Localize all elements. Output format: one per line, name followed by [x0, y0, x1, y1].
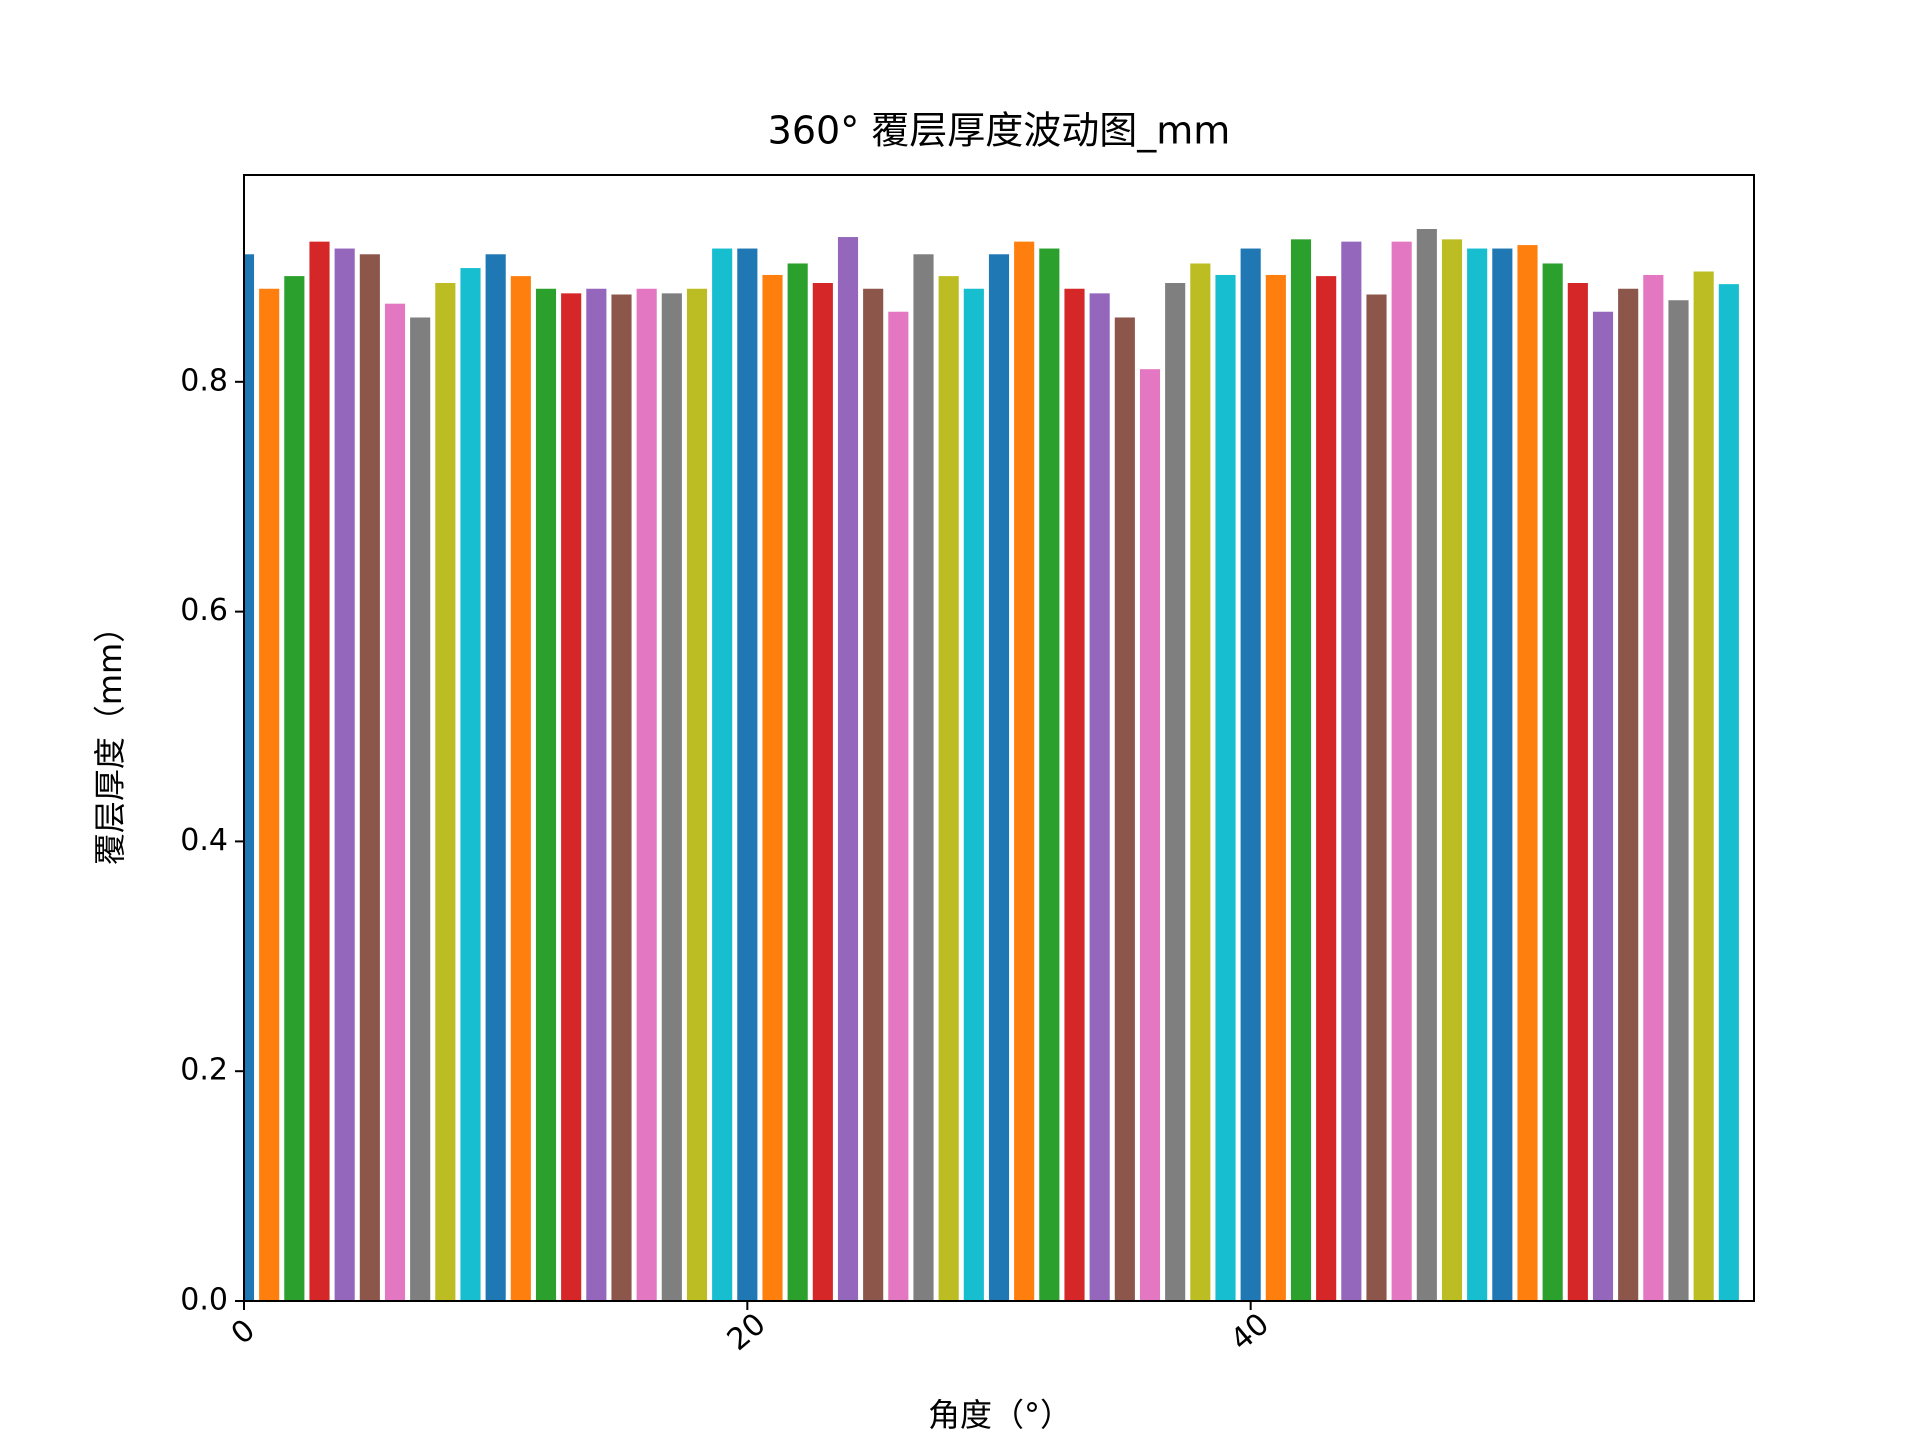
bars — [244, 229, 1739, 1301]
bar — [1467, 248, 1488, 1301]
bar — [1039, 248, 1060, 1301]
plot-frame — [243, 174, 1755, 1302]
y-tick-label: 0.6 — [180, 593, 228, 628]
bar — [1265, 274, 1286, 1301]
bar — [561, 293, 582, 1301]
bar — [1567, 283, 1588, 1301]
bar — [963, 288, 984, 1301]
bar — [762, 274, 783, 1301]
bar — [1190, 263, 1211, 1301]
bar — [1618, 288, 1639, 1301]
bar — [1718, 284, 1739, 1301]
bar — [1316, 276, 1337, 1301]
bar — [435, 283, 456, 1301]
bar — [1492, 248, 1513, 1301]
bar — [686, 288, 708, 1301]
bar — [812, 283, 833, 1301]
bar — [712, 248, 733, 1301]
bar — [1592, 311, 1614, 1301]
bar — [1668, 300, 1689, 1301]
y-tick-label: 0.2 — [180, 1053, 228, 1088]
bar — [837, 237, 859, 1301]
bar — [1139, 369, 1161, 1301]
bar — [510, 276, 531, 1301]
bar — [334, 248, 355, 1301]
bar — [888, 311, 909, 1301]
bar — [384, 303, 406, 1301]
bar — [535, 288, 557, 1301]
bar — [1391, 241, 1412, 1301]
bar — [1341, 241, 1362, 1301]
bar — [309, 241, 330, 1301]
bar — [359, 254, 380, 1301]
bar — [1643, 274, 1664, 1301]
bar — [1240, 248, 1261, 1301]
bar — [410, 317, 431, 1301]
bar — [1416, 229, 1437, 1301]
bar — [1165, 283, 1186, 1301]
bar — [284, 276, 305, 1301]
bar — [1517, 245, 1538, 1301]
bar — [244, 254, 255, 1301]
bar — [737, 248, 758, 1301]
bar — [787, 263, 808, 1301]
y-tick-label: 0.8 — [180, 363, 228, 398]
bar — [485, 254, 506, 1301]
y-tick-label: 0.0 — [180, 1283, 228, 1318]
bar — [1114, 317, 1135, 1301]
x-tick-label: 0 — [225, 1313, 262, 1352]
bar — [259, 288, 280, 1301]
bar — [586, 288, 607, 1301]
bar — [1014, 241, 1035, 1301]
bar — [1089, 293, 1110, 1301]
bar — [1064, 288, 1085, 1301]
bar — [1215, 274, 1236, 1301]
bar — [1441, 239, 1463, 1301]
x-tick-label: 40 — [1224, 1307, 1276, 1358]
x-tick-label: 20 — [721, 1307, 773, 1358]
bar — [1542, 263, 1563, 1301]
bar — [913, 254, 934, 1301]
bar — [988, 254, 1010, 1301]
y-tick-label: 0.4 — [180, 823, 228, 858]
bar — [938, 276, 959, 1301]
bar — [611, 294, 632, 1301]
bar — [1693, 271, 1714, 1301]
bar — [460, 268, 481, 1301]
bar — [1290, 239, 1312, 1301]
y-axis-label: 覆层厚度（mm） — [91, 611, 129, 865]
chart-title: 360° 覆层厚度波动图_mm — [768, 109, 1231, 153]
bar — [1366, 294, 1387, 1301]
bar — [863, 288, 884, 1301]
x-axis-label: 角度（°） — [928, 1396, 1072, 1434]
bar — [636, 288, 657, 1301]
bar — [661, 293, 682, 1301]
